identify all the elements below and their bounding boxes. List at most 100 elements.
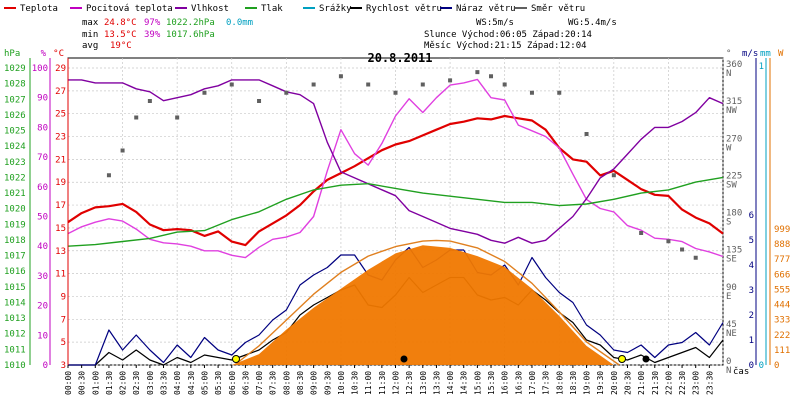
x-tick-label: 00:30 [78, 371, 87, 395]
x-tick-label: 09:30 [323, 371, 332, 395]
x-tick-label: 12:30 [405, 371, 414, 395]
tick-label-ms: 4 [749, 261, 754, 271]
tick-label-celsius: 7 [61, 315, 66, 325]
tick-label-direction: 135 [726, 246, 742, 256]
tick-label-hpa: 1014 [4, 298, 26, 308]
x-tick-label: 20:00 [610, 371, 619, 395]
x-tick-label: 14:30 [460, 371, 469, 395]
tick-label-hpa: 1022 [4, 173, 26, 183]
legend-label: Rychlost větru [366, 4, 442, 14]
tick-label-hpa: 1017 [4, 252, 26, 262]
tick-label-hpa: 1013 [4, 314, 26, 324]
x-tick-label: 17:00 [528, 371, 537, 395]
tick-label-hpa: 1021 [4, 189, 26, 199]
x-tick-label: 06:00 [228, 371, 237, 395]
series-point-sm-r-v-tru [393, 90, 398, 95]
tick-label-percent: 40 [37, 242, 48, 252]
tick-label-percent: 10 [37, 331, 48, 341]
series-point-sm-r-v-tru [147, 99, 152, 103]
tick-label-direction: 225 [726, 171, 742, 181]
tick-label-wm2: 444 [774, 301, 790, 311]
x-tick-label: 07:30 [269, 371, 278, 395]
moonrise-marker [642, 355, 650, 363]
series-point-sm-r-v-tru [529, 90, 534, 95]
stats-min-press: 1017.6hPa [166, 30, 215, 40]
tick-label-wm2: 888 [774, 240, 790, 250]
stats-min-label: min [82, 30, 98, 40]
x-tick-label: 02:00 [119, 371, 128, 395]
x-tick-label: 13:30 [432, 371, 441, 395]
tick-label-direction: 180 [726, 209, 742, 219]
series-point-sm-r-v-tru [489, 74, 494, 79]
tick-label-ms: 3 [749, 286, 754, 296]
series-point-sm-r-v-tru [338, 74, 343, 79]
series-line-pocitov-teplota [67, 78, 724, 259]
tick-label-celsius: 3 [61, 361, 66, 371]
stats-max-press: 1022.2hPa [166, 18, 215, 28]
tick-label-hpa: 1016 [4, 267, 26, 277]
stats-ws: WS:5m/s [476, 18, 514, 28]
x-tick-label: 01:00 [91, 371, 100, 395]
tick-label-direction-sym: SW [726, 180, 737, 190]
x-tick-label: 05:00 [200, 371, 209, 395]
tick-label-direction-sym: NE [726, 329, 737, 339]
x-tick-label: 10:30 [351, 371, 360, 395]
tick-label-ms: 5 [749, 236, 754, 246]
legend-label: Vlhkost [191, 4, 229, 14]
tick-label-direction: 360 [726, 60, 742, 70]
series-point-sm-r-v-tru [284, 90, 289, 95]
tick-label-celsius: 5 [61, 338, 66, 348]
legend-label: Teplota [20, 4, 58, 14]
x-tick-label: 09:00 [310, 371, 319, 395]
tick-label-direction-sym: N [726, 366, 731, 376]
x-tick-label: 19:30 [596, 371, 605, 395]
tick-label-percent: 100 [32, 64, 48, 74]
tick-label-direction: 315 [726, 97, 742, 107]
legend-label: Směr větru [531, 4, 585, 14]
tick-label-celsius: 13 [55, 247, 66, 257]
x-tick-label: 22:30 [678, 371, 687, 395]
axis-label-mm: mm [760, 49, 771, 59]
tick-label-wm2: 111 [774, 346, 790, 356]
x-tick-label: 23:00 [692, 371, 701, 395]
sunrise-marker [232, 355, 240, 363]
axis-label-celsius: °C [53, 49, 64, 59]
series-point-sm-r-v-tru [175, 115, 180, 120]
tick-label-hpa: 1029 [4, 64, 26, 74]
x-tick-label: 17:30 [542, 371, 551, 395]
tick-label-direction-sym: E [726, 292, 731, 302]
tick-label-mm: 1 [759, 62, 764, 72]
legend-label: Náraz větru [456, 4, 516, 14]
tick-label-ms: 0 [749, 361, 754, 371]
tick-label-hpa: 1025 [4, 127, 26, 137]
series-point-sm-r-v-tru [502, 82, 507, 87]
tick-label-celsius: 17 [55, 201, 66, 211]
tick-label-percent: 80 [37, 123, 48, 133]
tick-label-celsius: 11 [55, 270, 66, 280]
tick-label-hpa: 1015 [4, 283, 26, 293]
tick-label-wm2: 999 [774, 225, 790, 235]
tick-label-celsius: 27 [55, 87, 66, 97]
chart-title: 20.8.2011 [367, 51, 432, 65]
tick-label-direction-sym: W [726, 143, 732, 153]
tick-label-celsius: 23 [55, 133, 66, 143]
tick-label-ms: 6 [749, 211, 754, 221]
tick-label-celsius: 15 [55, 224, 66, 234]
stats-min-hum: 39% [144, 30, 161, 40]
series-point-sm-r-v-tru [202, 90, 207, 95]
axis-label-direction: ° [726, 49, 731, 59]
tick-label-percent: 60 [37, 183, 48, 193]
tick-label-direction: 90 [726, 283, 737, 293]
series-line-vlhkost [68, 79, 724, 244]
tick-label-celsius: 25 [55, 110, 66, 120]
x-tick-label: 16:00 [501, 371, 510, 395]
series-layer [67, 70, 724, 366]
x-tick-label: 08:00 [282, 371, 291, 395]
series-point-sm-r-v-tru [420, 82, 425, 87]
x-tick-label: 19:00 [583, 371, 592, 395]
tick-label-hpa: 1028 [4, 80, 26, 90]
series-line-teplota [67, 114, 724, 247]
series-point-sm-r-v-tru [106, 173, 111, 178]
tick-label-wm2: 222 [774, 331, 790, 341]
